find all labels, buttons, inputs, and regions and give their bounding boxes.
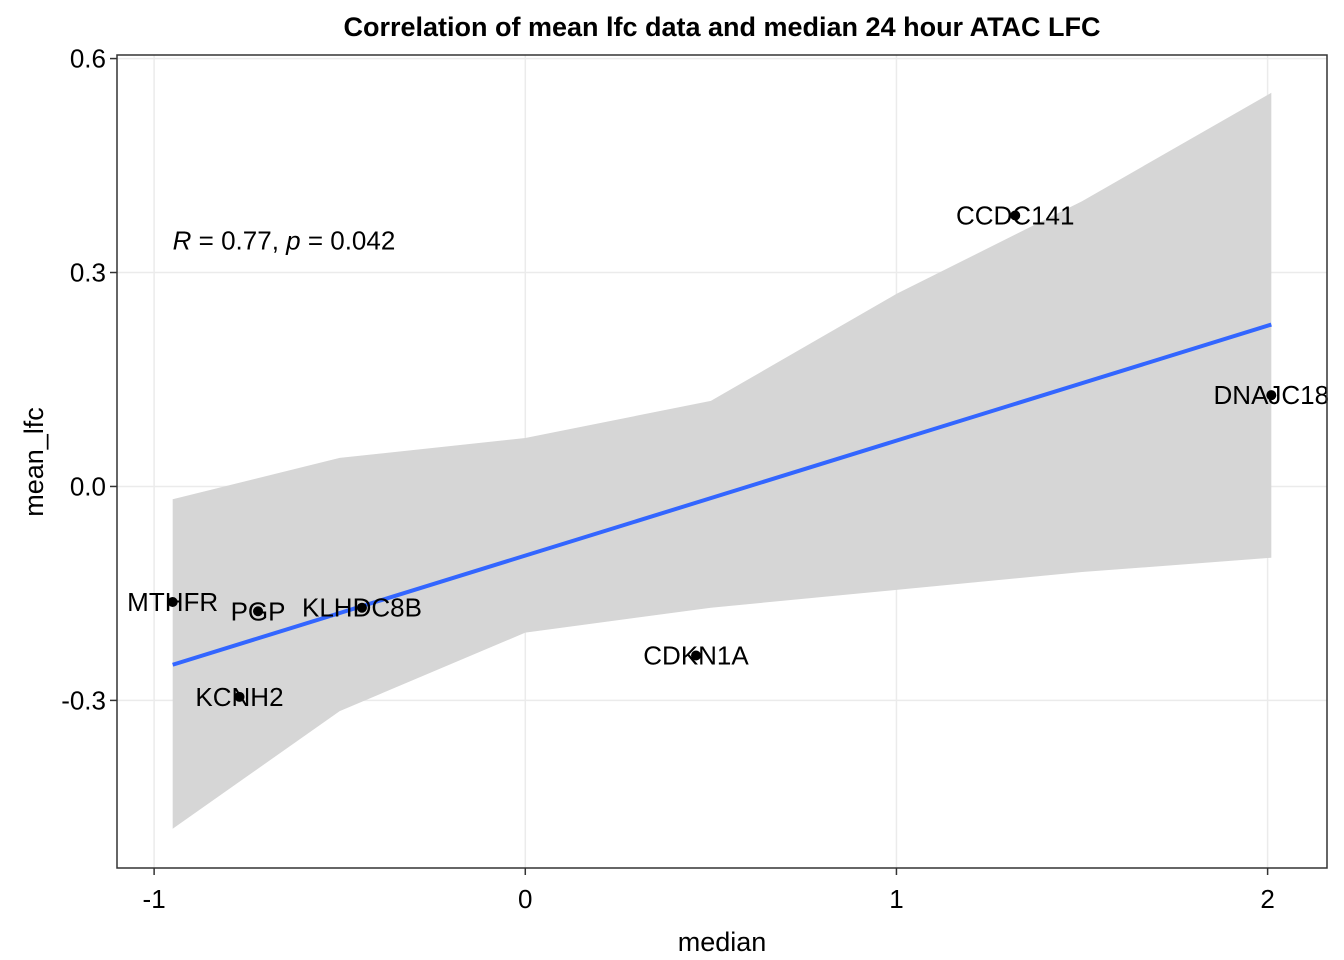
point-label: KLHDC8B bbox=[302, 593, 422, 623]
data-point bbox=[167, 596, 178, 607]
confidence-band-layer bbox=[172, 92, 1272, 829]
y-tick-label: 0.6 bbox=[70, 44, 106, 74]
regression-line bbox=[172, 322, 1272, 667]
data-point bbox=[1266, 390, 1277, 401]
x-axis-title: median bbox=[678, 927, 767, 957]
y-tick-label: 0.3 bbox=[70, 258, 106, 288]
x-tick-label: 2 bbox=[1260, 884, 1274, 914]
regression-line-layer bbox=[172, 322, 1272, 667]
y-tick-label: 0.0 bbox=[70, 471, 106, 501]
chart-title: Correlation of mean lfc data and median … bbox=[343, 12, 1100, 42]
p-value-text: = 0.042 bbox=[301, 225, 396, 255]
panel-border bbox=[116, 54, 1328, 869]
data-point bbox=[691, 650, 702, 661]
point-label: PGP bbox=[231, 596, 286, 626]
data-point bbox=[1010, 210, 1021, 221]
data-point bbox=[234, 691, 245, 702]
r-value-text: = 0.77, bbox=[191, 225, 286, 255]
point-label: DNAJC18 bbox=[1214, 380, 1330, 410]
data-point bbox=[356, 602, 367, 613]
y-axis-title: mean_lfc bbox=[19, 407, 49, 517]
data-point bbox=[253, 606, 264, 617]
confidence-band bbox=[172, 92, 1272, 829]
axis-ticks: -1 0 1 2 -0.3 0.0 0.3 0.6 bbox=[61, 44, 1275, 914]
points-layer bbox=[167, 210, 1277, 702]
p-symbol: p bbox=[285, 225, 300, 255]
point-labels-layer: CCDC141 DNAJC18 MTHFR PGP KLHDC8B CDKN1A KCNH2 bbox=[127, 200, 1329, 711]
r-symbol: R bbox=[173, 225, 192, 255]
y-tick-label: -0.3 bbox=[61, 685, 106, 715]
point-label: MTHFR bbox=[127, 587, 218, 617]
x-tick-label: 0 bbox=[518, 884, 532, 914]
point-label: CCDC141 bbox=[956, 200, 1075, 230]
correlation-annotation: R = 0.77, p = 0.042 bbox=[173, 225, 396, 255]
point-label: KCNH2 bbox=[195, 682, 283, 712]
point-label: CDKN1A bbox=[643, 640, 749, 670]
x-tick-label: -1 bbox=[143, 884, 166, 914]
x-tick-label: 1 bbox=[889, 884, 903, 914]
